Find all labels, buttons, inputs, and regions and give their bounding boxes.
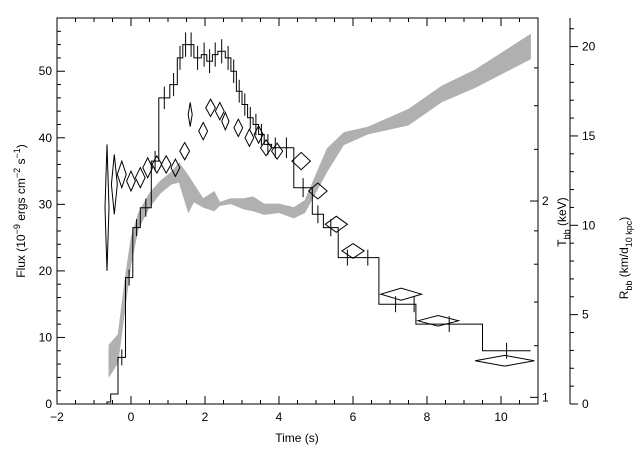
kt-diamond <box>307 182 328 200</box>
radius-tick-label: 10 <box>582 218 596 232</box>
x-tick-label: −2 <box>50 410 64 424</box>
x-tick-label: 10 <box>494 410 508 424</box>
radius-tick-label: 20 <box>582 40 596 54</box>
kt-diamond <box>198 121 209 141</box>
kt-diamond <box>110 154 118 215</box>
flux-histogram <box>106 44 531 404</box>
x-ticks: −2 0 2 4 6 8 10 <box>50 18 539 424</box>
radius-band <box>108 33 531 379</box>
radius-tick-label: 5 <box>582 308 589 322</box>
flux-histogram-layer <box>106 32 531 404</box>
kt-diamond <box>233 118 244 138</box>
kt-tick-label: 1 <box>542 390 549 404</box>
kt-diamond <box>126 169 136 193</box>
kt-diamond <box>187 102 193 127</box>
kt-diamond <box>205 98 216 118</box>
kt-diamond <box>214 101 225 121</box>
kt-diamond <box>379 287 424 301</box>
radius-band-layer <box>108 33 531 379</box>
kt-diamond <box>221 111 230 132</box>
kt-diamond <box>324 215 349 233</box>
radius-ticks: 0 5 10 15 20 <box>570 28 596 411</box>
flux-tick-label: 0 <box>45 397 52 411</box>
radius-axis-label: Rbb (km/d10 kpc) <box>617 217 634 300</box>
kt-diamond-layer <box>104 98 535 367</box>
kt-axis-label: Tbb (keV) <box>555 197 572 246</box>
x-axis-label: Time (s) <box>275 431 319 445</box>
kt-diamond <box>151 154 163 175</box>
kt-diamond <box>134 166 146 189</box>
flux-tick-label: 20 <box>39 264 53 278</box>
x-tick-label: 6 <box>350 410 357 424</box>
kt-diamond <box>142 156 154 179</box>
x-tick-label: 2 <box>202 410 209 424</box>
x-tick-label: 0 <box>128 410 135 424</box>
x-tick-label: 4 <box>276 410 283 424</box>
kt-diamond <box>340 243 366 259</box>
x-tick-label: 8 <box>424 410 431 424</box>
kt-diamond <box>415 314 461 327</box>
kt-diamond <box>253 124 264 145</box>
kt-diamond <box>270 142 284 160</box>
kt-diamond <box>116 159 127 190</box>
kt-diamond <box>170 158 181 178</box>
kt-diamond <box>160 154 172 175</box>
kt-tick-label: 2 <box>542 194 549 208</box>
flux-tick-label: 10 <box>39 330 53 344</box>
kt-diamond <box>104 144 110 271</box>
kt-diamond <box>291 151 312 171</box>
flux-tick-label: 30 <box>39 197 53 211</box>
flux-tick-label: 50 <box>39 64 53 78</box>
flux-ticks: 0 10 20 30 40 50 <box>39 17 65 411</box>
flux-axis-label: Flux (10−9 ergs cm−2 s−1) <box>12 144 28 278</box>
kt-ticks: 12 <box>530 67 549 404</box>
kt-diamond <box>259 138 273 157</box>
kt-diamond <box>475 354 535 367</box>
radius-tick-label: 0 <box>582 397 589 411</box>
flux-tick-label: 40 <box>39 131 53 145</box>
kt-diamond <box>244 127 255 148</box>
kt-diamond <box>179 141 191 161</box>
radius-tick-label: 15 <box>582 129 596 143</box>
